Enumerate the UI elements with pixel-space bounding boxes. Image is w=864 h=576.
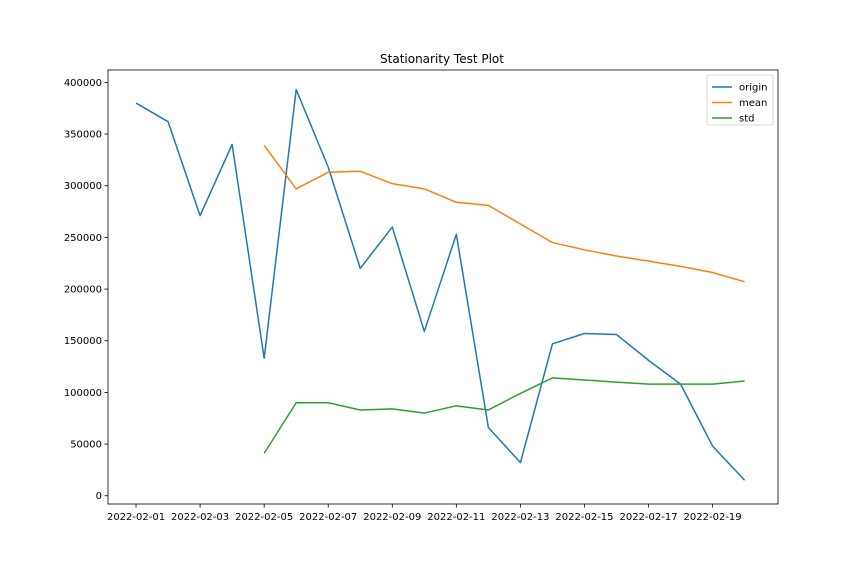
legend: origin mean std [706,74,774,126]
plot-lines [135,88,746,481]
chart-title: Stationarity Test Plot [380,52,504,66]
x-tick-label: 2022-02-17 [619,512,677,523]
x-tick-label: 2022-02-19 [684,512,742,523]
series-line-mean [263,144,745,283]
y-tick-label: 200000 [64,285,102,296]
y-tick-label: 250000 [64,233,102,244]
series-line-origin [135,88,746,481]
x-tick-label: 2022-02-13 [491,512,549,523]
x-tick-label: 2022-02-09 [363,512,421,523]
x-tick-label: 2022-02-15 [555,512,613,523]
x-tick-label: 2022-02-05 [235,512,293,523]
y-tick-label: 50000 [70,440,102,451]
series-line-std [263,377,745,454]
y-tick-label: 100000 [64,388,102,399]
y-tick-label: 400000 [64,78,102,89]
y-axis: 0 50000 100000 150000 200000 250000 300000 3500… [64,78,108,502]
legend-label-mean: mean [739,98,767,109]
x-tick-label: 2022-02-03 [171,512,229,523]
legend-label-origin: origin [739,83,767,94]
x-tick-label: 2022-02-11 [427,512,485,523]
x-tick-label: 2022-02-07 [299,512,357,523]
y-tick-label: 300000 [64,181,102,192]
y-tick-label: 350000 [64,130,102,141]
x-axis: 2022-02-01 2022-02-03 2022-02-05 2022-02-07… [107,504,742,523]
y-tick-label: 150000 [64,336,102,347]
plot-frame [107,69,779,505]
legend-label-std: std [739,114,754,125]
y-tick-label: 0 [96,491,102,502]
x-tick-label: 2022-02-01 [107,512,165,523]
